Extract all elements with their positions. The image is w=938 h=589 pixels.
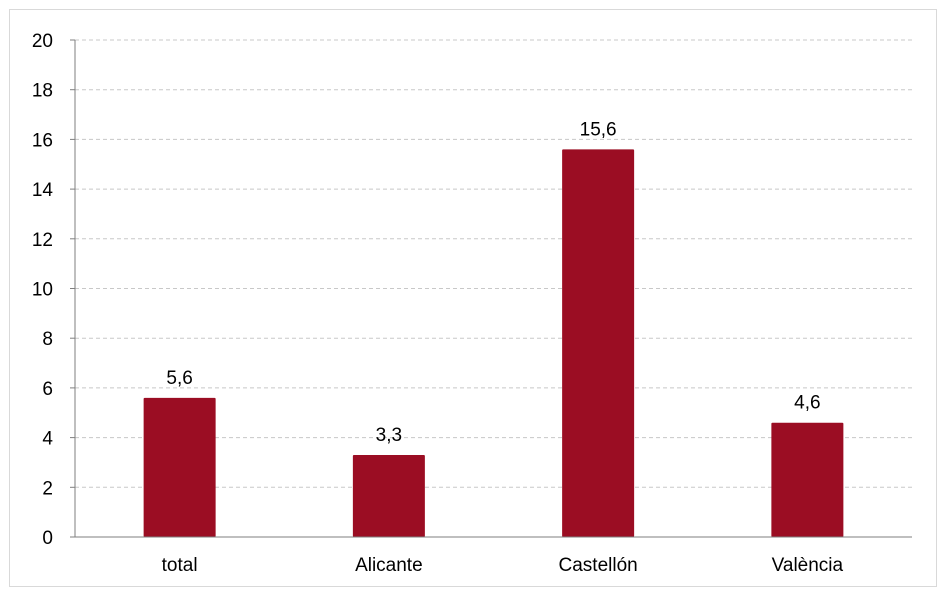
y-tick-label-10: 10 xyxy=(32,280,53,301)
y-tick-label-18: 18 xyxy=(32,81,53,102)
y-tick-label-4: 4 xyxy=(42,429,53,450)
x-tick-label-alicante: Alicante xyxy=(355,555,423,576)
y-tick-label-14: 14 xyxy=(32,180,54,201)
data-label-val-ncia: 4,6 xyxy=(794,393,820,414)
y-tick-label-6: 6 xyxy=(42,379,53,400)
data-label-castell-n: 15,6 xyxy=(580,119,617,140)
data-label-total: 5,6 xyxy=(166,368,192,389)
y-tick-label-2: 2 xyxy=(42,478,53,499)
bar-alicante xyxy=(352,454,425,537)
axes xyxy=(74,40,912,538)
x-axis-tick-labels: total Alicante Castellón València xyxy=(162,555,844,576)
data-labels: 5,6 3,3 15,6 4,6 xyxy=(166,119,820,446)
y-tick-label-16: 16 xyxy=(32,130,53,151)
y-tick-label-12: 12 xyxy=(32,230,53,251)
y-axis-tick-labels: 0 2 4 6 8 10 12 14 16 18 20 xyxy=(32,31,54,549)
bars xyxy=(143,149,844,537)
y-tick-label-0: 0 xyxy=(42,528,53,549)
gridlines xyxy=(70,39,912,538)
bar-total xyxy=(143,397,216,537)
bar-castell-n xyxy=(562,149,635,537)
x-tick-label-val-ncia: València xyxy=(772,555,844,576)
bar-val-ncia xyxy=(771,422,844,537)
x-tick-label-castell-n: Castellón xyxy=(559,555,638,576)
y-tick-label-8: 8 xyxy=(42,329,53,350)
y-tick-label-20: 20 xyxy=(32,31,53,52)
data-label-alicante: 3,3 xyxy=(376,425,402,446)
x-tick-label-total: total xyxy=(162,555,198,576)
